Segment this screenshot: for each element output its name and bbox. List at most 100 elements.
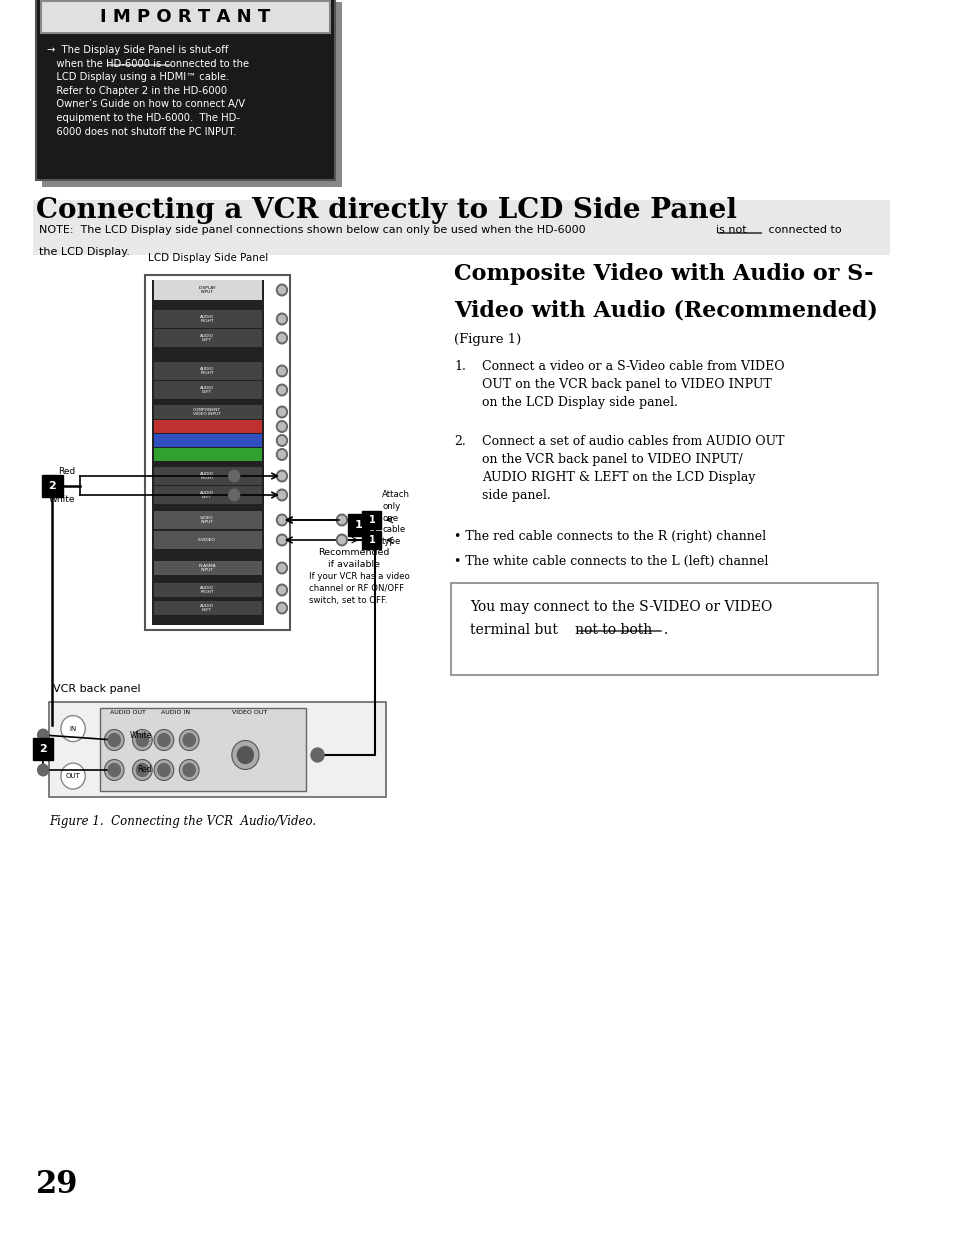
Circle shape — [278, 409, 285, 416]
Bar — [153, 362, 262, 380]
Circle shape — [37, 729, 49, 741]
Text: 1: 1 — [355, 520, 362, 530]
Bar — [153, 448, 262, 461]
FancyBboxPatch shape — [42, 2, 341, 186]
Bar — [153, 405, 262, 419]
Text: AUDIO
LEFT: AUDIO LEFT — [200, 333, 213, 342]
FancyBboxPatch shape — [42, 474, 63, 496]
Circle shape — [278, 564, 285, 572]
Bar — [153, 561, 262, 576]
Circle shape — [278, 315, 285, 322]
Text: VCR back panel: VCR back panel — [53, 684, 141, 694]
Circle shape — [276, 435, 287, 446]
Circle shape — [132, 760, 152, 781]
Circle shape — [276, 471, 287, 482]
Circle shape — [276, 489, 287, 501]
Text: (Figure 1): (Figure 1) — [454, 333, 521, 346]
Circle shape — [276, 284, 287, 296]
Text: VIDEO OUT: VIDEO OUT — [233, 710, 268, 715]
Text: Red: Red — [57, 468, 75, 477]
Text: connected to: connected to — [764, 225, 841, 235]
Circle shape — [278, 287, 285, 294]
Bar — [153, 467, 262, 485]
Circle shape — [232, 741, 258, 769]
Text: the LCD Display.: the LCD Display. — [39, 247, 130, 257]
Circle shape — [278, 387, 285, 394]
Circle shape — [154, 760, 173, 781]
Circle shape — [108, 763, 120, 777]
Text: If your VCR has a video
channel or RF ON/OFF
switch, set to OFF.: If your VCR has a video channel or RF ON… — [309, 572, 410, 605]
FancyBboxPatch shape — [152, 280, 264, 625]
Circle shape — [276, 562, 287, 574]
Circle shape — [336, 514, 347, 526]
Text: • The white cable connects to the L (left) channel: • The white cable connects to the L (lef… — [454, 555, 768, 568]
Text: 2: 2 — [39, 743, 47, 755]
FancyBboxPatch shape — [451, 583, 877, 676]
Bar — [153, 601, 262, 615]
Text: 29: 29 — [35, 1170, 78, 1200]
Text: 1: 1 — [368, 515, 375, 525]
FancyBboxPatch shape — [100, 708, 306, 790]
Circle shape — [154, 730, 173, 751]
Circle shape — [278, 536, 285, 543]
Text: Figure 1.  Connecting the VCR  Audio/Video.: Figure 1. Connecting the VCR Audio/Video… — [49, 815, 315, 827]
Circle shape — [61, 715, 85, 741]
Circle shape — [157, 763, 170, 777]
Bar — [153, 280, 262, 300]
Text: AUDIO
LEFT: AUDIO LEFT — [200, 604, 213, 613]
Bar — [153, 329, 262, 347]
Circle shape — [104, 760, 124, 781]
Text: LCD Display Side Panel: LCD Display Side Panel — [148, 253, 268, 263]
Circle shape — [136, 763, 149, 777]
Text: 1: 1 — [368, 535, 375, 545]
FancyBboxPatch shape — [362, 531, 381, 550]
Text: You may connect to the S-VIDEO or VIDEO: You may connect to the S-VIDEO or VIDEO — [470, 600, 772, 614]
Text: S-VIDEO: S-VIDEO — [198, 538, 215, 542]
Bar — [153, 487, 262, 504]
FancyBboxPatch shape — [49, 701, 386, 797]
Circle shape — [183, 734, 195, 746]
Bar — [153, 511, 262, 529]
Text: Recommended
if available: Recommended if available — [318, 548, 390, 569]
Circle shape — [276, 314, 287, 325]
Text: • The red cable connects to the R (right) channel: • The red cable connects to the R (right… — [454, 530, 765, 543]
Circle shape — [132, 730, 152, 751]
FancyBboxPatch shape — [41, 1, 330, 33]
Text: 2: 2 — [49, 480, 56, 490]
Circle shape — [229, 471, 239, 482]
Circle shape — [276, 514, 287, 526]
Circle shape — [237, 746, 253, 763]
Text: DISPLAY
INPUT: DISPLAY INPUT — [198, 285, 215, 294]
FancyBboxPatch shape — [35, 0, 335, 180]
Circle shape — [183, 763, 195, 777]
Circle shape — [338, 516, 345, 524]
Text: AUDIO
LEFT: AUDIO LEFT — [200, 490, 213, 499]
Circle shape — [61, 763, 85, 789]
Circle shape — [276, 384, 287, 395]
Circle shape — [278, 437, 285, 445]
Text: IN: IN — [70, 726, 76, 731]
Text: AUDIO
RIGHT: AUDIO RIGHT — [200, 367, 213, 375]
Circle shape — [278, 335, 285, 342]
Text: White: White — [49, 494, 75, 504]
Text: AUDIO OUT: AUDIO OUT — [111, 710, 146, 715]
Circle shape — [311, 748, 324, 762]
FancyBboxPatch shape — [145, 275, 290, 630]
Text: Connecting a VCR directly to LCD Side Panel: Connecting a VCR directly to LCD Side Pa… — [35, 198, 736, 224]
Circle shape — [338, 536, 345, 543]
Circle shape — [276, 535, 287, 546]
Circle shape — [108, 734, 120, 746]
Text: AUDIO
RIGHT: AUDIO RIGHT — [200, 472, 213, 480]
Circle shape — [179, 760, 199, 781]
Circle shape — [37, 764, 49, 776]
Text: AUDIO
RIGHT: AUDIO RIGHT — [200, 585, 213, 594]
FancyBboxPatch shape — [32, 200, 889, 254]
Text: VIDEO
INPUT: VIDEO INPUT — [200, 516, 213, 525]
Text: PLASMA
INPUT: PLASMA INPUT — [198, 563, 215, 572]
Text: Red: Red — [137, 766, 152, 774]
Circle shape — [276, 448, 287, 461]
Text: .: . — [663, 622, 668, 637]
Text: 1.: 1. — [454, 359, 466, 373]
Text: NOTE:  The LCD Display side panel connections shown below can only be used when : NOTE: The LCD Display side panel connect… — [39, 225, 589, 235]
Text: →  The Display Side Panel is shut-off
   when the HD-6000 is connected to the
  : → The Display Side Panel is shut-off whe… — [47, 44, 249, 137]
